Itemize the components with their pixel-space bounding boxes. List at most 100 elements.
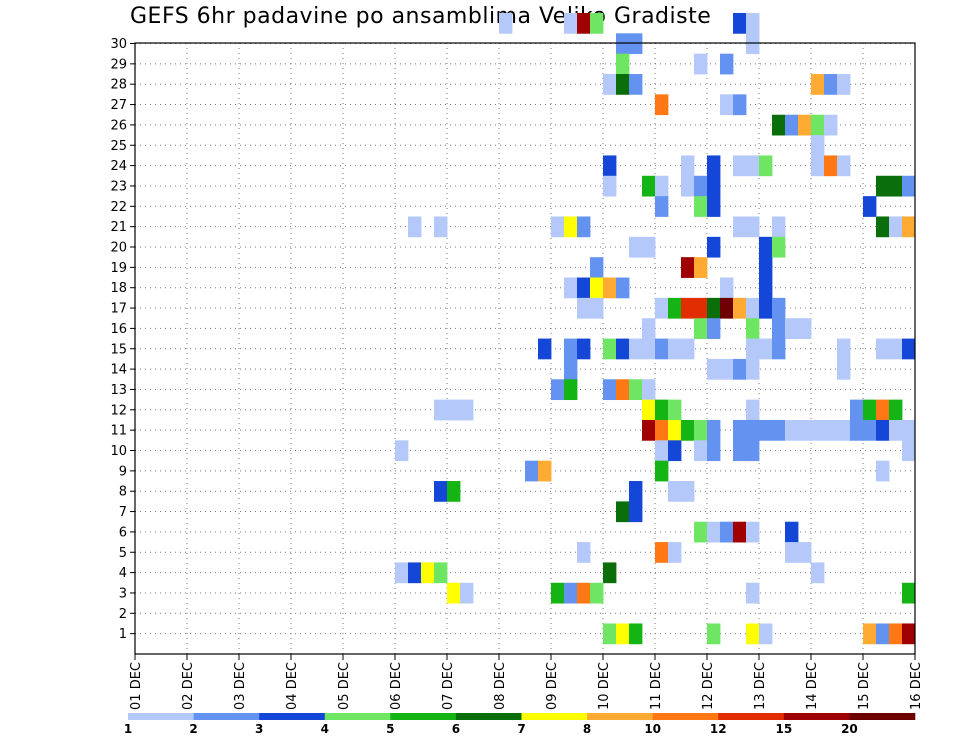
heatmap-cell xyxy=(564,338,578,360)
heatmap-cell xyxy=(616,501,630,523)
y-tick-label: 20 xyxy=(110,241,127,256)
heatmap-cell xyxy=(590,297,604,319)
heatmap-cell xyxy=(694,257,708,278)
x-tick-label: 09 DEC xyxy=(545,662,560,710)
x-tick-label: 11 DEC xyxy=(649,662,664,710)
legend-swatch xyxy=(128,713,194,720)
heatmap-cell xyxy=(668,338,682,360)
heatmap-cell xyxy=(577,582,591,604)
legend-swatch xyxy=(455,713,522,720)
y-tick-label: 22 xyxy=(110,200,127,215)
heatmap-cell xyxy=(759,236,773,258)
heatmap-cell xyxy=(629,623,643,645)
heatmap-cell xyxy=(590,257,604,278)
heatmap-cell xyxy=(798,318,812,339)
legend-label: 20 xyxy=(841,722,858,736)
x-tick-label: 08 DEC xyxy=(493,662,508,710)
heatmap-cell xyxy=(733,155,747,177)
heatmap-cell xyxy=(811,74,825,95)
heatmap-cell xyxy=(603,338,617,360)
legend-swatch xyxy=(718,713,785,720)
legend-swatch xyxy=(652,713,719,720)
heatmap-cell xyxy=(629,379,643,401)
heatmap-cell xyxy=(629,338,643,360)
heatmap-cell xyxy=(772,216,786,238)
heatmap-cell xyxy=(785,419,799,441)
heatmap-cell xyxy=(733,297,747,319)
heatmap-cell xyxy=(694,318,708,339)
heatmap-cell xyxy=(759,623,773,645)
heatmap-cell xyxy=(668,481,682,502)
heatmap-cell xyxy=(746,521,760,543)
heatmap-cell xyxy=(876,419,890,441)
y-tick-label: 26 xyxy=(110,118,127,133)
heatmap-cell xyxy=(642,379,656,401)
x-tick-label: 10 DEC xyxy=(597,662,612,710)
x-tick-label: 05 DEC xyxy=(337,662,352,710)
heatmap-cell xyxy=(577,277,591,299)
legend-swatch xyxy=(324,713,391,720)
heatmap-cell xyxy=(564,358,578,380)
heatmap-cell xyxy=(824,74,838,95)
heatmap-cell xyxy=(746,399,760,421)
heatmap-cell xyxy=(733,419,747,441)
heatmap-cell xyxy=(681,297,695,319)
heatmap-cell xyxy=(785,114,799,136)
heatmap-cell xyxy=(434,399,448,421)
heatmap-cell xyxy=(798,114,812,136)
heatmap-cell xyxy=(837,358,851,380)
heatmap-cell xyxy=(759,338,773,360)
heatmap-cell xyxy=(681,155,695,177)
heatmap-cell xyxy=(902,216,916,238)
heatmap-cell xyxy=(707,155,721,177)
heatmap-cell xyxy=(811,562,825,584)
heatmap-cell xyxy=(629,33,643,55)
heatmap-cell xyxy=(447,582,461,604)
heatmap-cell xyxy=(564,582,578,604)
heatmap-cell xyxy=(707,440,721,462)
heatmap-cell xyxy=(655,297,669,319)
heatmap-cell xyxy=(889,216,903,238)
heatmap-cell xyxy=(460,582,474,604)
heatmap-cell xyxy=(837,419,851,441)
legend-label: 2 xyxy=(189,722,197,736)
heatmap-cell xyxy=(447,481,461,502)
heatmap-cell xyxy=(408,562,422,584)
x-tick-label: 16 DEC xyxy=(909,662,924,710)
x-tick-label: 02 DEC xyxy=(181,662,196,710)
heatmap-cell xyxy=(876,175,890,197)
heatmap-cell xyxy=(707,623,721,645)
x-tick-label: 07 DEC xyxy=(441,662,456,710)
y-tick-label: 3 xyxy=(119,586,127,601)
heatmap-cell xyxy=(499,12,513,34)
y-tick-label: 5 xyxy=(119,546,127,561)
heatmap-cell xyxy=(720,94,734,116)
x-tick-label: 06 DEC xyxy=(389,662,404,710)
legend-label: 10 xyxy=(644,722,661,736)
heatmap-cell xyxy=(746,358,760,380)
heatmap-cell xyxy=(551,379,565,401)
heatmap-cell xyxy=(551,582,565,604)
x-tick-label: 15 DEC xyxy=(857,662,872,710)
heatmap-cell xyxy=(681,175,695,197)
legend-label: 12 xyxy=(710,722,727,736)
y-tick-label: 15 xyxy=(110,342,127,357)
heatmap-cell xyxy=(655,196,669,217)
heatmap-cell xyxy=(707,318,721,339)
y-tick-label: 21 xyxy=(110,220,127,235)
heatmap-cell xyxy=(642,318,656,339)
heatmap-cell xyxy=(629,236,643,258)
heatmap-cell xyxy=(772,338,786,360)
y-tick-label: 17 xyxy=(110,302,127,317)
heatmap-cell xyxy=(668,297,682,319)
heatmap-cell xyxy=(837,338,851,360)
heatmap-cell xyxy=(902,582,916,604)
y-tick-label: 27 xyxy=(110,98,127,113)
heatmap-cell xyxy=(746,33,760,55)
legend-label: 7 xyxy=(517,722,525,736)
heatmap-cell xyxy=(577,216,591,238)
y-tick-label: 6 xyxy=(119,525,127,540)
heatmap-cell xyxy=(902,419,916,441)
heatmap-cell xyxy=(720,297,734,319)
